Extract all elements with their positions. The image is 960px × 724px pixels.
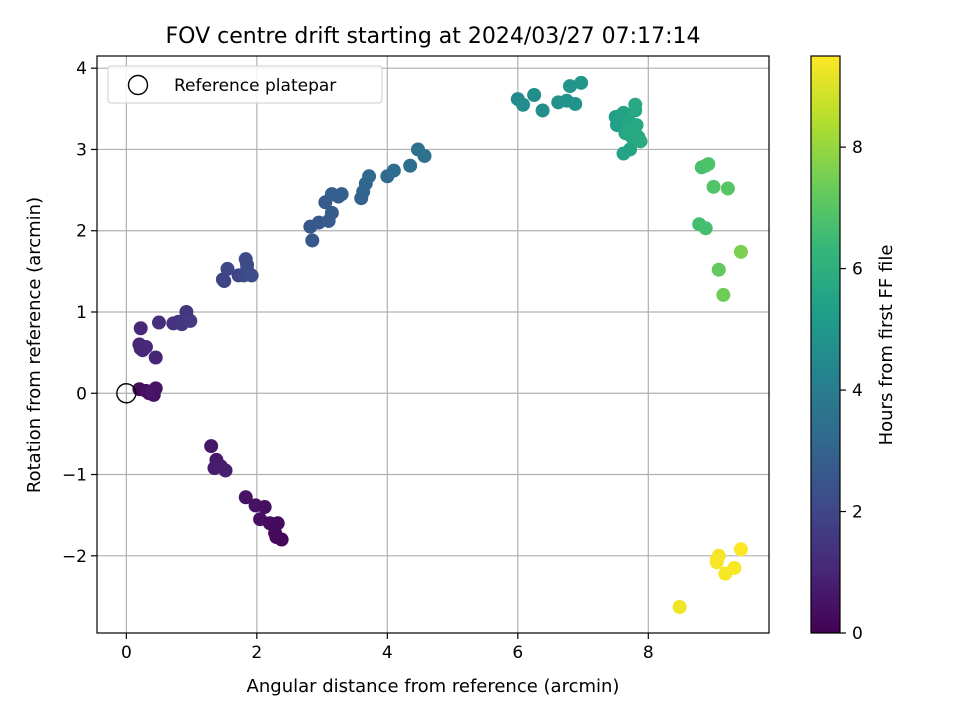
chart-title: FOV centre drift starting at 2024/03/27 … [166,24,701,49]
y-tick-label: 2 [76,222,87,242]
scatter-point [720,181,735,196]
scatter-point [709,555,724,570]
scatter-point [238,490,253,505]
colorbar-tick-label: 8 [852,138,863,158]
legend-box [107,65,383,104]
reference-platepar-marker [116,383,137,404]
scatter-point [620,124,635,139]
y-axis-ticks: −2 −1 0 1 2 3 4 [62,59,97,567]
colorbar-frame [810,55,841,634]
scatter-point [244,268,259,283]
scatter-point [698,221,713,236]
x-axis-label: Angular distance from reference (arcmin) [247,676,620,697]
scatter-point [305,233,320,248]
plot-area: 0 2 4 6 8 −2 −1 0 1 2 3 4 [62,55,770,663]
y-axis-label: Rotation from reference (arcmin) [24,197,45,493]
scatter-point [701,157,716,172]
scatter-point [183,313,198,328]
scatter-point [574,75,589,90]
colorbar-tick-label: 4 [852,381,863,401]
plot-background [97,56,769,633]
colorbar-tick-label: 0 [852,624,863,644]
scatter-point [386,163,401,178]
scatter-point [217,274,232,289]
y-tick-label: 3 [76,140,87,160]
scatter-point [716,287,731,302]
scatter-point [563,79,578,94]
scatter-point [733,244,748,259]
scatter-point [623,142,638,157]
legend: Reference platepar [107,65,383,104]
colorbar-ticks: 0 2 4 6 8 [840,138,863,644]
scatter-point [145,384,160,399]
scatter-point [706,179,721,194]
scatter-point [417,148,432,163]
y-tick-label: −1 [62,466,87,486]
scatter-point [362,169,377,184]
scatter-point [138,339,153,354]
scatter-point [324,205,339,220]
scatter-point [220,261,235,276]
scatter-point [672,599,687,614]
y-tick-label: 1 [76,303,87,323]
colorbar-gradient [811,56,840,633]
legend-label: Reference platepar [174,76,336,96]
scatter-point [218,463,233,478]
scatter-point [403,158,418,173]
x-tick-label: 4 [382,643,393,663]
scatter-point [133,321,148,336]
x-tick-label: 6 [512,643,523,663]
scatter-point [257,500,272,515]
scatter-point [628,97,643,112]
y-tick-label: 0 [76,384,87,404]
colorbar-label: Hours from first FF file [876,245,897,446]
x-tick-label: 8 [643,643,654,663]
x-tick-label: 2 [251,643,262,663]
colorbar-tick-label: 2 [852,503,863,523]
x-axis-ticks: 0 2 4 6 8 [121,633,654,663]
y-tick-label: −2 [62,547,87,567]
plot-frame [96,55,770,634]
scatter-point [527,88,542,103]
scatter-points [132,75,748,614]
legend-marker-open-circle [127,74,149,96]
scatter-point [516,97,531,112]
scatter-point [204,439,219,454]
scatter-point [733,542,748,557]
scatter-point [568,96,583,111]
reference-marker-layer [116,383,137,404]
y-tick-label: 4 [76,59,87,79]
colorbar-tick-label: 6 [852,260,863,280]
colorbar: 0 2 4 6 8 Hours from first FF file [810,55,897,644]
x-tick-label: 0 [121,643,132,663]
scatter-point [711,262,726,277]
scatter-point [274,532,289,547]
scatter-point [151,315,166,330]
scatter-point [535,103,550,118]
scatter-point [334,187,349,202]
scatter-point [148,350,163,365]
scatter-point [727,560,742,575]
